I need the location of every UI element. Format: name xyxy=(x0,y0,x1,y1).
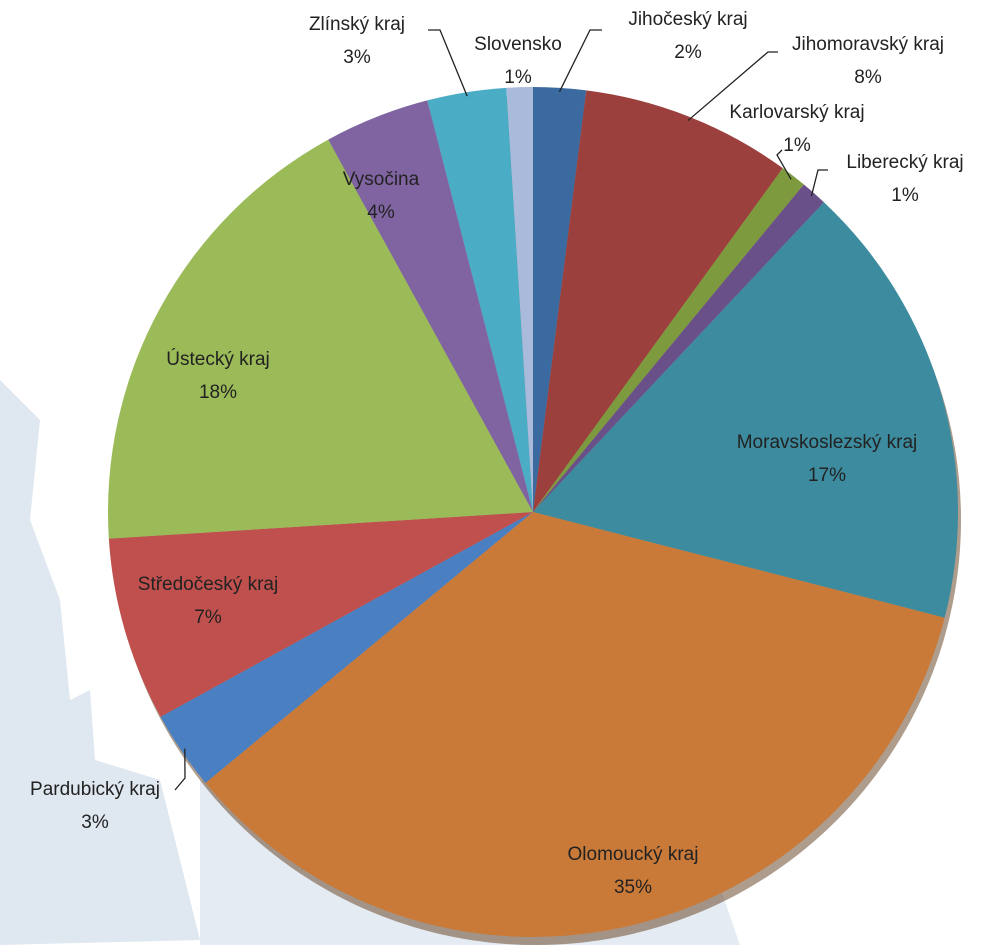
slice-value-label: 2% xyxy=(674,42,702,63)
slice-value-label: 4% xyxy=(367,202,395,223)
slice-label: Vysočina xyxy=(343,169,420,190)
slice-value-label: 7% xyxy=(194,607,222,628)
slice-label: Zlínský kraj xyxy=(309,14,405,35)
slice-label: Moravskoslezský kraj xyxy=(737,432,918,453)
slice-label: Olomoucký kraj xyxy=(568,844,699,865)
leader-line xyxy=(811,170,828,196)
slice-label: Pardubický kraj xyxy=(30,779,160,800)
leader-line xyxy=(428,30,467,96)
slice-value-label: 3% xyxy=(343,47,371,68)
slice-label: Středočeský kraj xyxy=(138,574,278,595)
leader-line xyxy=(559,30,602,92)
slice-value-label: 17% xyxy=(808,465,846,486)
slice-label: Jihomoravský kraj xyxy=(792,34,944,55)
slice-value-label: 3% xyxy=(81,812,109,833)
slice-label: Jihočeský kraj xyxy=(628,9,747,30)
slice-label: Ústecký kraj xyxy=(166,348,269,370)
slice-value-label: 1% xyxy=(504,67,532,88)
slice-value-label: 8% xyxy=(854,67,882,88)
page: {"chart_data": {"type": "pie", "categori… xyxy=(0,0,983,945)
slice-value-label: 35% xyxy=(614,877,652,898)
slice-label: Slovensko xyxy=(474,34,562,55)
chart: Jihočeský kraj 2% Jihomoravský kraj 8% Karlo… xyxy=(0,0,983,945)
slice-value-label: 1% xyxy=(891,185,919,206)
slice-label: Liberecký kraj xyxy=(846,152,963,173)
pie xyxy=(108,87,961,945)
slice-value-label: 1% xyxy=(783,135,811,156)
slice-label: Karlovarský kraj xyxy=(729,102,864,123)
slice-value-label: 18% xyxy=(199,382,237,403)
